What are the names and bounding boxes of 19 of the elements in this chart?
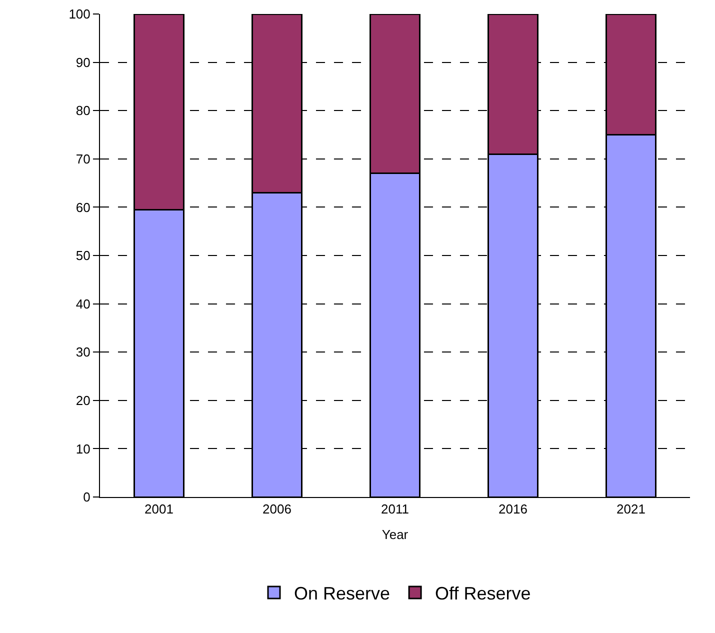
legend-label: Off Reserve	[435, 584, 531, 604]
y-tick-label: 10	[76, 441, 90, 456]
y-tick-label: 60	[76, 200, 90, 215]
legend-label: On Reserve	[294, 584, 390, 604]
y-tick-label: 70	[76, 151, 90, 166]
y-tick-label: 30	[76, 344, 90, 360]
x-tick-label: 2016	[498, 502, 528, 517]
x-tick-label: 2011	[381, 502, 409, 517]
y-tick-label: 50	[76, 248, 90, 264]
x-tick-label: 2001	[144, 502, 174, 517]
x-tick-label: 2021	[616, 502, 646, 517]
y-tick-label: 20	[76, 392, 90, 408]
y-tick-label: 80	[76, 103, 90, 118]
x-axis-title: Year	[382, 527, 409, 542]
x-tick-label: 2006	[262, 502, 292, 517]
y-tick-label: 0	[83, 490, 90, 505]
y-tick-label: 90	[76, 54, 90, 70]
y-tick-label: 40	[76, 296, 90, 312]
y-tick-label: 100	[68, 6, 90, 22]
